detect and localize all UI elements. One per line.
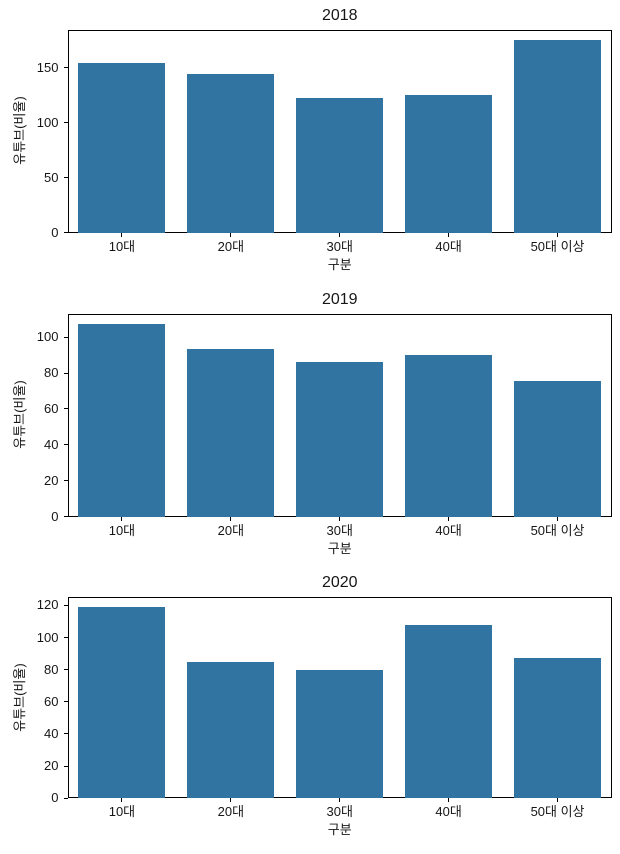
bar-50대 이상 (513, 39, 602, 233)
chart-title: 2019 (321, 291, 358, 308)
y-tick-label: 80 (44, 365, 59, 381)
bar-40대 (405, 355, 493, 517)
x-tick-label-30대: 30대 (326, 804, 353, 820)
x-tick-label-10대: 10대 (108, 238, 136, 254)
x-tick-mark (557, 798, 559, 803)
y-tick-label: 100 (36, 114, 59, 130)
y-tick-label: 150 (36, 59, 59, 75)
bar-20대 (187, 74, 275, 233)
x-tick-mark (448, 798, 450, 803)
bar-30대 (296, 670, 384, 799)
x-tick-mark (121, 516, 123, 521)
y-tick-mark (63, 765, 68, 767)
y-tick-label: 40 (44, 725, 59, 741)
y-tick-label: 0 (51, 224, 59, 240)
bar-40대 (405, 625, 493, 799)
y-tick-mark (63, 797, 68, 799)
x-tick-mark (339, 516, 341, 521)
y-tick-mark (63, 232, 68, 234)
x-tick-mark (448, 516, 450, 521)
plot-area (67, 597, 612, 799)
y-tick-mark (63, 733, 68, 735)
bar-10대 (78, 606, 166, 799)
x-tick-mark (448, 232, 450, 237)
y-tick-mark (63, 516, 68, 518)
plot-area (67, 30, 612, 233)
x-tick-label-50대 이상: 50대 이상 (530, 522, 585, 538)
y-tick-mark (63, 604, 68, 606)
y-tick-mark (63, 444, 68, 446)
x-tick-label-30대: 30대 (326, 522, 353, 538)
x-tick-label-50대 이상: 50대 이상 (530, 804, 585, 820)
x-tick-mark (230, 232, 232, 237)
y-tick-mark (63, 669, 68, 671)
x-tick-label-50대 이상: 50대 이상 (530, 238, 585, 254)
y-tick-mark (63, 177, 68, 179)
x-tick-mark (557, 516, 559, 521)
bar-40대 (405, 94, 493, 233)
x-tick-mark (339, 798, 341, 803)
y-tick-label: 80 (44, 661, 59, 677)
x-tick-mark (230, 516, 232, 521)
x-tick-label-20대: 20대 (217, 238, 245, 254)
bar-30대 (296, 362, 384, 517)
y-axis-label: 유튜브(비율) (11, 380, 27, 450)
y-tick-mark (63, 480, 68, 482)
y-tick-mark (63, 122, 68, 124)
y-tick-label: 0 (51, 790, 59, 806)
y-tick-label: 100 (36, 629, 59, 645)
y-axis-label: 유튜브(비율) (11, 663, 27, 732)
chart-title: 2018 (321, 7, 358, 24)
y-tick-mark (63, 637, 68, 638)
x-tick-mark (557, 232, 559, 237)
y-tick-label: 0 (51, 508, 59, 524)
x-axis-label: 구분 (327, 540, 352, 556)
bar-20대 (187, 348, 275, 517)
bar-10대 (78, 63, 166, 233)
y-tick-label: 20 (44, 758, 59, 774)
x-tick-mark (339, 232, 341, 237)
y-tick-label: 20 (44, 472, 59, 488)
x-tick-mark (121, 232, 123, 237)
y-tick-label: 120 (36, 597, 59, 613)
y-tick-label: 100 (36, 329, 59, 345)
x-tick-label-20대: 20대 (217, 522, 245, 538)
y-tick-label: 40 (44, 436, 59, 452)
x-tick-mark (230, 798, 232, 803)
x-tick-mark (121, 798, 123, 803)
bar-30대 (296, 98, 384, 233)
x-tick-label-40대: 40대 (435, 238, 462, 254)
x-tick-label-30대: 30대 (326, 238, 353, 254)
y-tick-mark (63, 701, 68, 703)
y-tick-mark (63, 336, 68, 338)
x-tick-label-10대: 10대 (108, 804, 136, 820)
bar-20대 (187, 661, 275, 799)
x-axis-label: 구분 (327, 822, 352, 838)
y-tick-label: 60 (44, 400, 59, 416)
x-axis-label: 구분 (327, 256, 352, 272)
y-tick-mark (63, 372, 68, 374)
plot-area (67, 314, 612, 517)
y-tick-mark (63, 67, 68, 69)
y-tick-mark (63, 408, 68, 410)
y-axis-label: 유튜브(비율) (11, 96, 27, 166)
bar-50대 이상 (513, 381, 602, 517)
bar-10대 (78, 323, 166, 517)
y-tick-label: 60 (44, 693, 59, 709)
x-tick-label-10대: 10대 (108, 522, 136, 538)
x-tick-label-20대: 20대 (217, 804, 245, 820)
y-tick-label: 50 (44, 169, 59, 185)
chart-title: 2020 (321, 574, 358, 592)
bar-50대 이상 (513, 658, 602, 799)
x-tick-label-40대: 40대 (435, 804, 462, 820)
x-tick-label-40대: 40대 (435, 522, 462, 538)
